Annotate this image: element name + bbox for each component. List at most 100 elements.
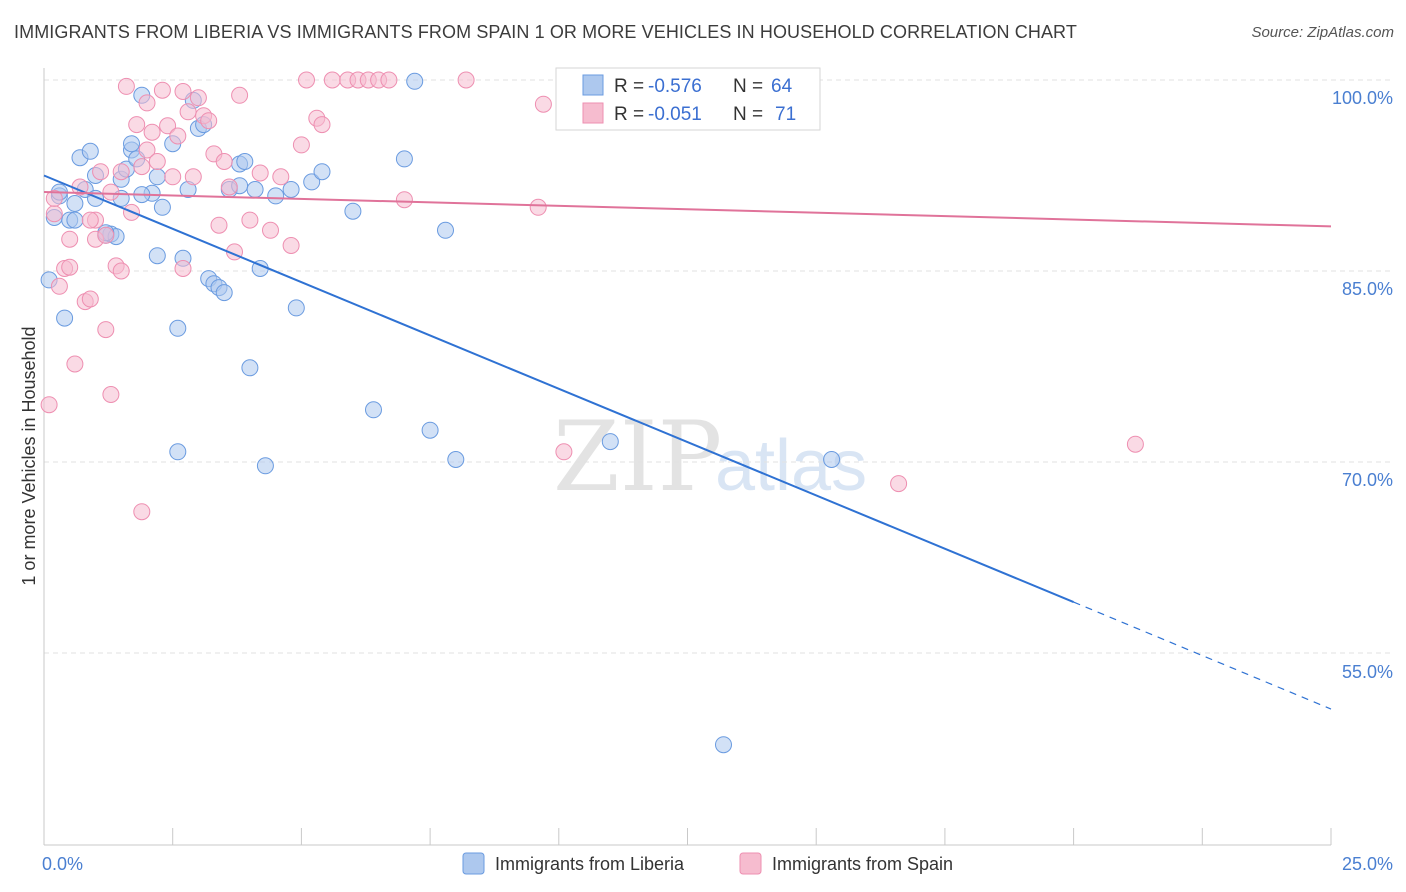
- point-liberia: [267, 187, 285, 205]
- point-spain: [102, 386, 120, 403]
- point-liberia: [447, 451, 465, 468]
- point-spain: [117, 77, 135, 95]
- point-liberia: [169, 319, 187, 337]
- point-spain: [112, 163, 130, 181]
- point-spain: [81, 211, 99, 229]
- point-liberia: [66, 195, 84, 212]
- point-spain: [529, 198, 547, 216]
- point-spain: [61, 258, 79, 276]
- point-spain: [457, 71, 475, 89]
- point-spain: [138, 141, 156, 159]
- legend-r-value-liberia: -0.576: [648, 76, 702, 97]
- watermark-zip: ZIP: [553, 401, 722, 513]
- y-tick-label-100: 100.0%: [1332, 88, 1393, 108]
- legend-n-label-spain: N =: [733, 104, 763, 125]
- point-liberia: [66, 211, 84, 229]
- point-spain: [164, 168, 182, 186]
- y-tick-label-55: 55.0%: [1342, 662, 1393, 682]
- point-spain: [282, 237, 300, 254]
- bottom-legend-label-liberia: Immigrants from Liberia: [495, 854, 685, 874]
- point-spain: [251, 164, 269, 182]
- legend-r-value-spain: -0.051: [648, 104, 702, 125]
- series-legend: Immigrants from Liberia Immigrants from …: [462, 852, 953, 875]
- point-liberia: [153, 198, 171, 216]
- point-liberia: [282, 181, 300, 198]
- point-spain: [159, 117, 177, 135]
- point-spain: [1126, 435, 1144, 453]
- point-spain: [241, 211, 259, 229]
- point-spain: [45, 189, 63, 207]
- series-spain-points: [40, 71, 1144, 521]
- point-spain: [210, 216, 228, 234]
- point-liberia: [256, 457, 274, 475]
- point-liberia: [148, 247, 166, 265]
- point-spain: [220, 178, 238, 196]
- point-spain: [292, 136, 310, 154]
- point-spain: [231, 86, 249, 104]
- y-tick-label-85: 85.0%: [1342, 279, 1393, 299]
- point-liberia: [313, 163, 331, 181]
- point-spain: [189, 89, 207, 107]
- point-liberia: [303, 173, 321, 191]
- point-spain: [97, 226, 115, 244]
- point-spain: [66, 355, 84, 373]
- x-tick-label-min: 0.0%: [42, 854, 83, 874]
- point-spain: [133, 503, 151, 521]
- point-liberia: [123, 135, 140, 153]
- legend-r-label-spain: R =: [614, 104, 644, 125]
- trendline-liberia: [43, 174, 1074, 603]
- point-liberia: [421, 421, 439, 439]
- trend-lines: [43, 174, 1332, 710]
- point-spain: [148, 153, 166, 170]
- point-spain: [50, 277, 68, 295]
- point-spain: [184, 168, 202, 186]
- point-spain: [179, 103, 197, 121]
- trendline-liberia-extension: [1073, 601, 1332, 710]
- point-spain: [97, 321, 115, 339]
- legend-swatch-spain: [582, 102, 604, 124]
- point-liberia: [236, 153, 254, 170]
- point-liberia: [406, 72, 424, 90]
- point-spain: [555, 443, 573, 461]
- point-spain: [298, 71, 315, 89]
- point-spain: [313, 116, 331, 134]
- chart-title: IMMIGRANTS FROM LIBERIA VS IMMIGRANTS FR…: [14, 22, 1077, 42]
- point-liberia: [81, 142, 99, 160]
- legend-swatch-liberia: [582, 74, 604, 96]
- point-spain: [323, 71, 341, 89]
- point-spain: [380, 71, 398, 89]
- bottom-legend-label-spain: Immigrants from Spain: [772, 854, 953, 874]
- point-spain: [215, 153, 233, 170]
- x-tick-label-max: 25.0%: [1342, 854, 1393, 874]
- point-spain: [890, 475, 908, 493]
- legend-n-value-spain: 71: [775, 104, 796, 125]
- legend-r-label-liberia: R =: [614, 76, 644, 97]
- point-spain: [102, 183, 120, 201]
- watermark-atlas: atlas: [715, 426, 867, 506]
- point-spain: [272, 168, 290, 186]
- bottom-legend-swatch-liberia: [462, 852, 485, 875]
- point-spain: [40, 396, 58, 414]
- point-liberia: [246, 181, 264, 198]
- point-spain: [200, 112, 218, 130]
- point-spain: [143, 123, 161, 141]
- point-spain: [174, 260, 192, 277]
- point-liberia: [395, 150, 413, 168]
- point-liberia: [715, 736, 732, 754]
- point-spain: [133, 158, 151, 176]
- point-liberia: [344, 202, 362, 220]
- correlation-legend: R = -0.576 N = 64 R = -0.051 N = 71: [555, 67, 821, 131]
- point-liberia: [241, 359, 259, 377]
- point-liberia: [365, 401, 382, 419]
- point-spain: [112, 262, 130, 280]
- point-spain: [395, 191, 413, 209]
- trendline-spain: [43, 191, 1332, 228]
- source-label: Source: ZipAtlas.com: [1251, 24, 1394, 41]
- point-spain: [45, 205, 63, 223]
- point-liberia: [215, 284, 233, 302]
- point-spain: [138, 94, 156, 112]
- bottom-legend-swatch-spain: [739, 852, 762, 875]
- point-liberia: [601, 433, 619, 451]
- point-spain: [262, 221, 279, 239]
